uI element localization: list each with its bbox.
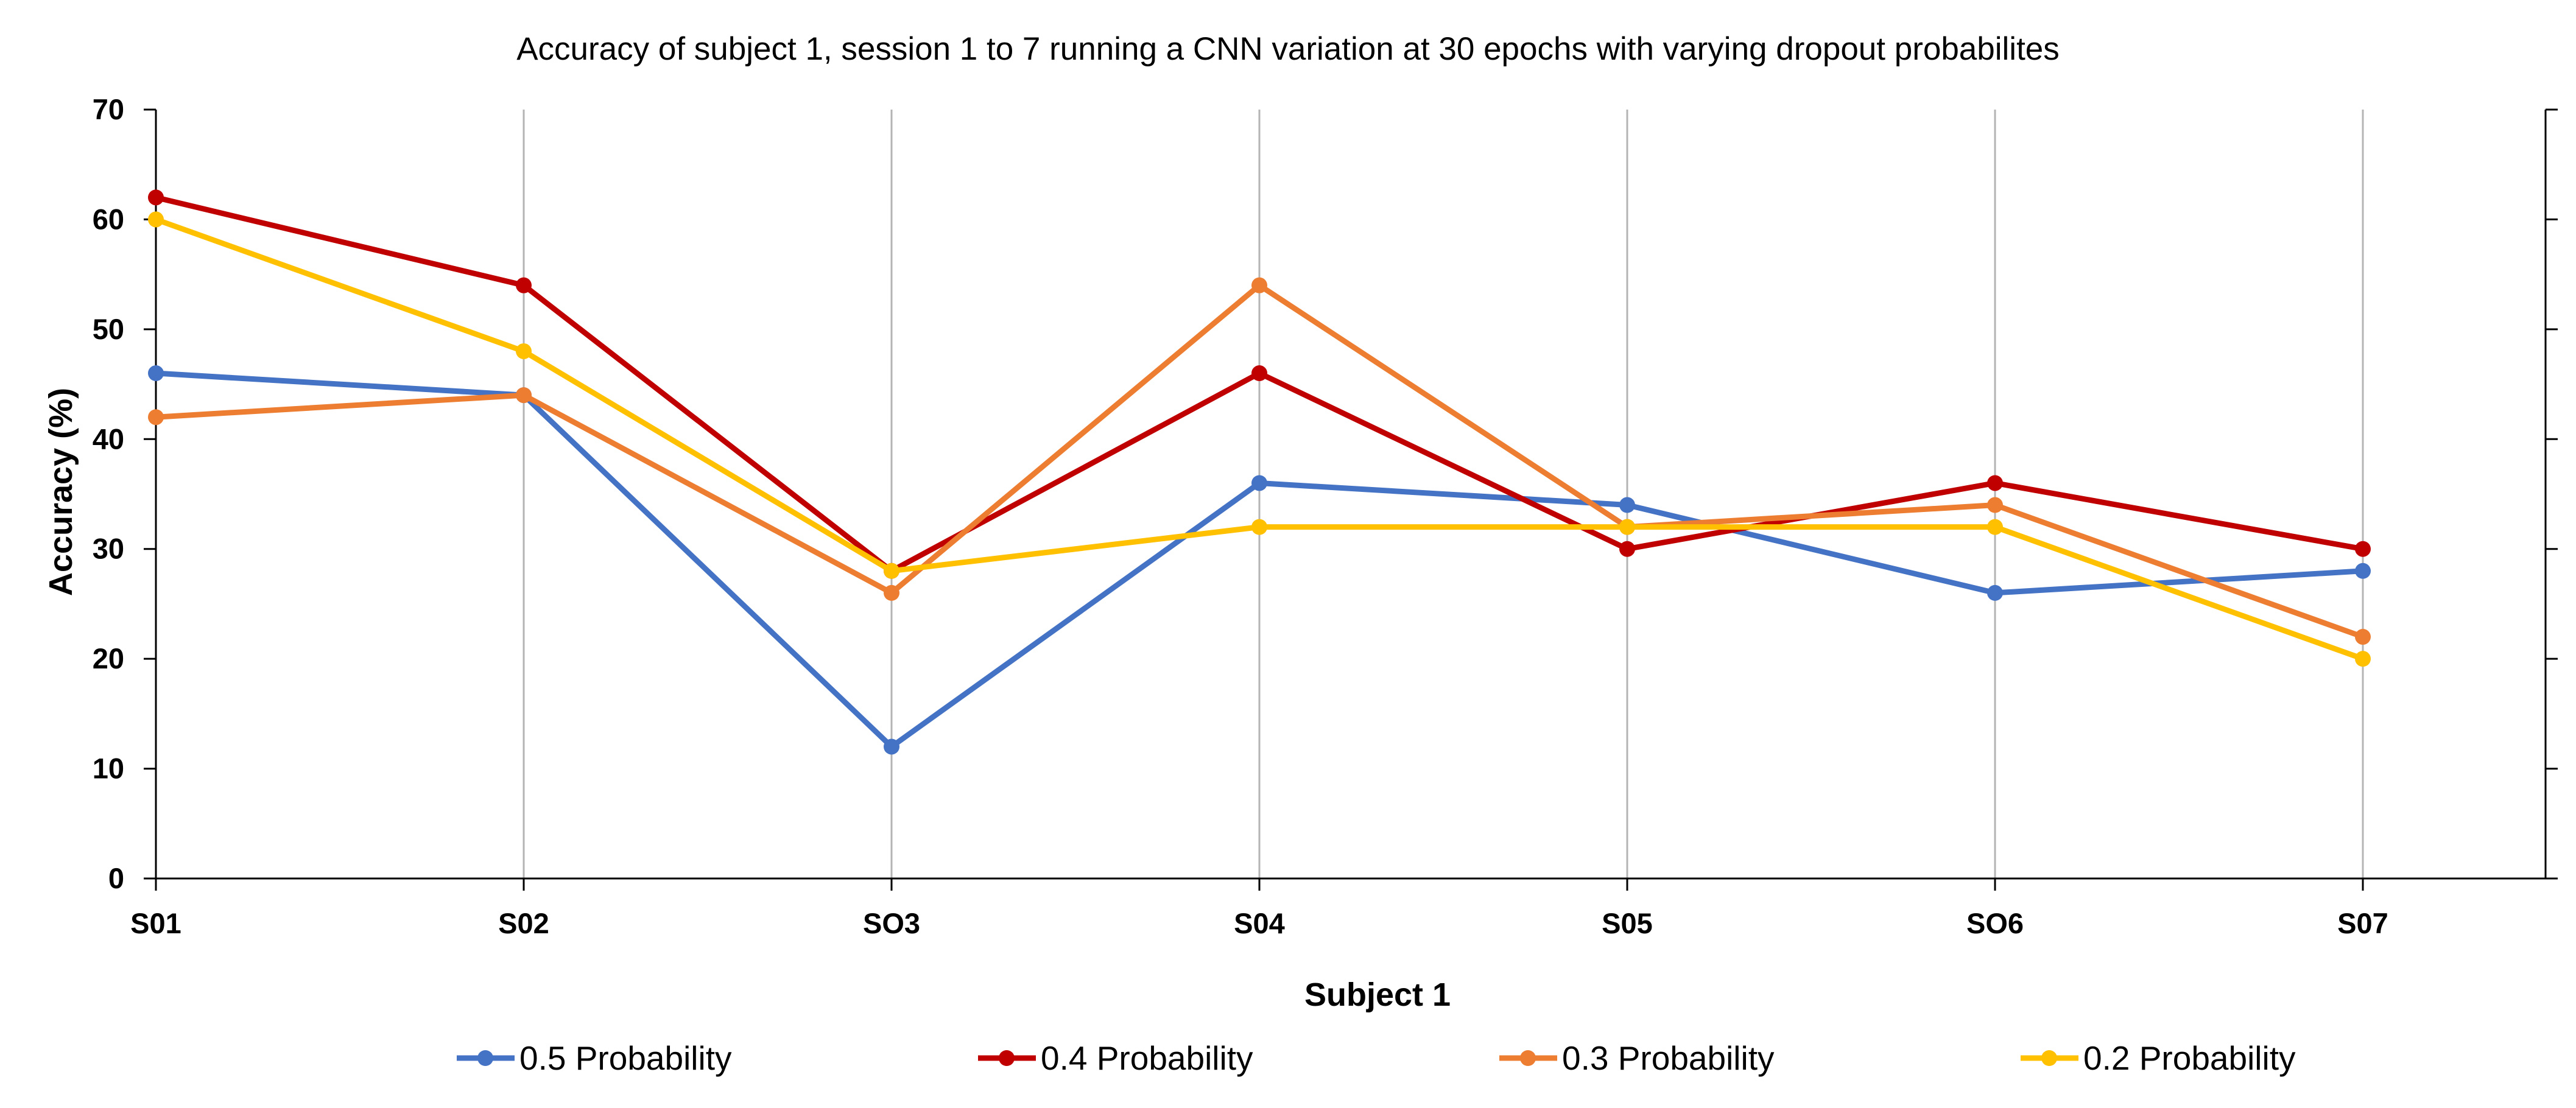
legend-marker bbox=[2041, 1050, 2057, 1066]
series-4 bbox=[148, 211, 2371, 667]
legend-marker bbox=[999, 1050, 1015, 1066]
x-tick-label: S04 bbox=[1234, 907, 1285, 939]
legend-item: 0.4 Probability bbox=[978, 1039, 1253, 1077]
data-point bbox=[148, 189, 164, 206]
legend-marker bbox=[477, 1050, 493, 1066]
data-point bbox=[2355, 629, 2371, 645]
data-point bbox=[884, 563, 899, 579]
data-point bbox=[1251, 519, 1267, 535]
data-point bbox=[2355, 563, 2371, 579]
data-point bbox=[148, 409, 164, 426]
data-point bbox=[1619, 541, 1635, 557]
x-tick-label: S01 bbox=[130, 907, 181, 939]
legend: 0.5 Probability 0.4 Probability 0.3 Probab… bbox=[457, 1039, 2296, 1077]
legend-item: 0.2 Probability bbox=[2021, 1039, 2296, 1077]
y-tick-label: 10 bbox=[93, 752, 124, 785]
grid-layer bbox=[523, 110, 2364, 878]
series-3 bbox=[148, 277, 2371, 645]
data-point bbox=[1251, 365, 1267, 382]
chart-title: Accuracy of subject 1, session 1 to 7 ru… bbox=[516, 31, 2060, 67]
x-tick-label: SO6 bbox=[1966, 907, 2024, 939]
data-point bbox=[2355, 541, 2371, 557]
y-tick-label: 60 bbox=[93, 203, 124, 235]
x-tick-label: SO3 bbox=[863, 907, 920, 939]
data-point bbox=[148, 365, 164, 382]
data-point bbox=[1619, 497, 1635, 513]
y-axis-title: Accuracy (%) bbox=[43, 388, 79, 596]
data-point bbox=[1251, 277, 1267, 293]
data-point bbox=[884, 584, 899, 601]
y-tick-label: 70 bbox=[93, 93, 124, 125]
y-tick-label: 40 bbox=[93, 423, 124, 455]
x-axis-title: Subject 1 bbox=[1304, 977, 1451, 1013]
data-point bbox=[1987, 584, 2003, 601]
x-tick-label: S05 bbox=[1602, 907, 1653, 939]
series-layer bbox=[148, 189, 2371, 755]
legend-item: 0.3 Probability bbox=[1499, 1039, 1775, 1077]
data-point bbox=[516, 277, 532, 293]
legend-label: 0.3 Probability bbox=[1562, 1039, 1775, 1077]
data-point bbox=[1251, 475, 1267, 491]
y-tick-label: 50 bbox=[93, 313, 124, 345]
x-tick-label: S07 bbox=[2337, 907, 2388, 939]
data-point bbox=[1987, 497, 2003, 513]
data-point bbox=[1987, 519, 2003, 535]
legend-label: 0.4 Probability bbox=[1041, 1039, 1253, 1077]
y-tick-label: 0 bbox=[108, 862, 124, 894]
data-point bbox=[148, 211, 164, 228]
legend-item: 0.5 Probability bbox=[457, 1039, 732, 1077]
tick-labels: 0 10 20 30 40 50 60 70 S01 S02 SO3 S04 S05 SO6 S07 bbox=[93, 93, 2388, 939]
data-point bbox=[2355, 651, 2371, 667]
data-point bbox=[1987, 475, 2003, 491]
data-point bbox=[884, 738, 899, 755]
legend-label: 0.2 Probability bbox=[2083, 1039, 2296, 1077]
axis-layer bbox=[144, 108, 2558, 891]
legend-label: 0.5 Probability bbox=[519, 1039, 732, 1077]
data-point bbox=[1619, 519, 1635, 535]
data-point bbox=[516, 343, 532, 359]
y-tick-label: 20 bbox=[93, 642, 124, 675]
legend-marker bbox=[1520, 1050, 1536, 1066]
data-point bbox=[516, 387, 532, 404]
x-tick-label: S02 bbox=[498, 907, 549, 939]
y-tick-label: 30 bbox=[93, 533, 124, 565]
